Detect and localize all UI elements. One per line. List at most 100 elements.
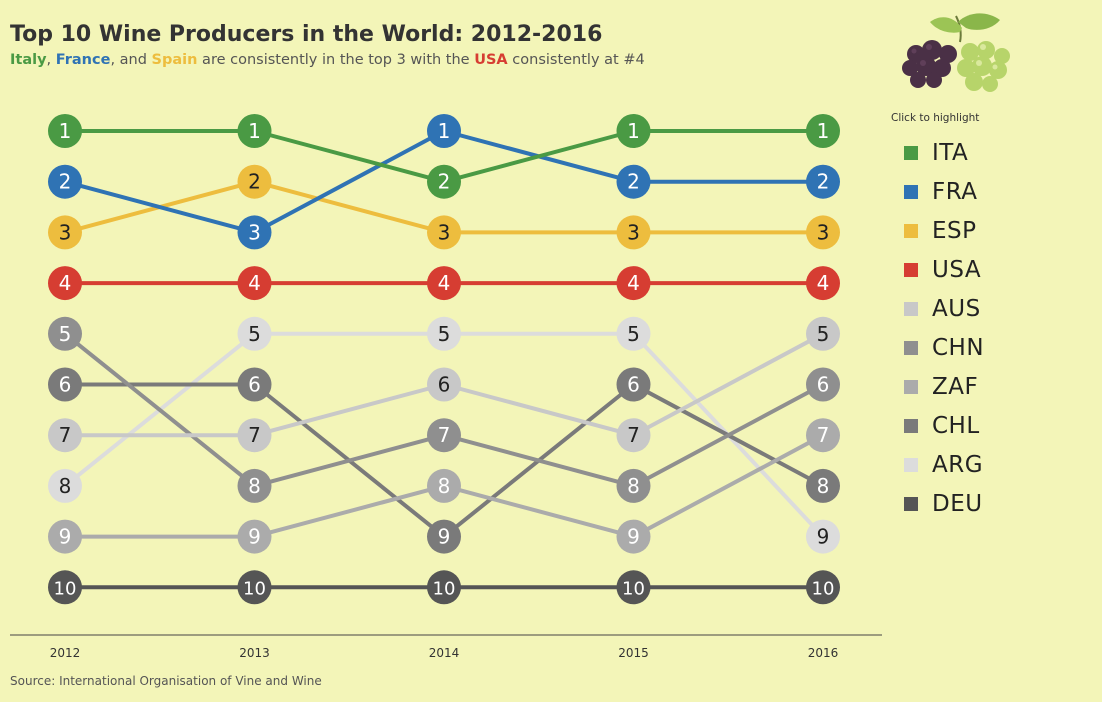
data-point-esp[interactable]: 3 [48,215,82,250]
legend-item-esp[interactable]: ESP [891,211,1091,250]
data-point-zaf[interactable]: 9 [616,519,651,554]
subtitle-highlight: Italy [10,52,47,68]
point-label: 9 [438,525,451,549]
legend-item-fra[interactable]: FRA [891,172,1091,211]
data-point-deu[interactable]: 10 [427,570,461,605]
legend-item-usa[interactable]: USA [891,250,1091,289]
data-point-chn[interactable]: 8 [237,468,272,503]
point-marker [427,266,461,301]
data-point-arg[interactable]: 5 [427,316,461,351]
data-point-deu[interactable]: 10 [806,570,840,605]
data-point-esp[interactable]: 3 [616,215,651,250]
data-point-ita[interactable]: 2 [427,164,461,199]
point-marker [806,266,840,301]
legend-label: USA [932,256,982,283]
point-marker [616,519,651,554]
bump-chart: 2012 2013 2014 2015 2016 10 10 10 10 10 8 5 5 5 9 6 6 9 6 8… [10,114,882,660]
legend-item-chn[interactable]: CHN [891,328,1091,367]
point-label: 1 [817,119,830,143]
point-label: 3 [627,220,640,244]
data-point-chl[interactable]: 9 [427,519,461,554]
data-point-fra[interactable]: 2 [806,164,840,199]
data-point-fra[interactable]: 2 [48,164,82,199]
point-label: 9 [817,525,830,549]
x-tick-label: 2013 [239,646,270,660]
legend: Click to highlight ITA FRA ESP USA AUS CHN ZAF… [891,112,1091,523]
point-marker [427,215,461,250]
source-note: Source: International Organisation of Vi… [10,674,322,688]
data-point-fra[interactable]: 2 [616,164,651,199]
legend-item-zaf[interactable]: ZAF [891,367,1091,406]
data-point-chn[interactable]: 7 [427,418,461,453]
data-point-aus[interactable]: 7 [616,418,651,453]
data-point-usa[interactable]: 4 [48,266,82,301]
data-point-zaf[interactable]: 9 [48,519,82,554]
data-point-arg[interactable]: 8 [48,468,82,503]
point-label: 9 [59,525,72,549]
point-label: 10 [243,578,266,599]
legend-item-aus[interactable]: AUS [891,289,1091,328]
data-point-zaf[interactable]: 9 [237,519,272,554]
data-point-usa[interactable]: 4 [427,266,461,301]
point-label: 10 [812,578,835,599]
data-point-usa[interactable]: 4 [237,266,272,301]
data-point-esp[interactable]: 2 [237,164,272,199]
chart-subtitle: Italy, France, and Spain are consistentl… [10,52,645,68]
data-point-chn[interactable]: 8 [616,468,651,503]
data-point-deu[interactable]: 10 [237,570,272,605]
legend-label: ITA [932,139,969,166]
point-label: 2 [59,170,72,194]
data-point-zaf[interactable]: 8 [427,468,461,503]
data-point-fra[interactable]: 1 [427,114,461,148]
data-point-aus[interactable]: 7 [48,418,82,453]
point-marker [48,468,82,503]
data-point-chl[interactable]: 8 [806,468,840,503]
x-tick-label: 2014 [429,646,460,660]
legend-item-ita[interactable]: ITA [891,133,1091,172]
data-point-chl[interactable]: 6 [48,367,82,402]
point-label: 2 [627,170,640,194]
point-label: 8 [627,474,640,498]
data-point-chl[interactable]: 6 [616,367,651,402]
data-point-ita[interactable]: 1 [616,114,651,148]
data-point-deu[interactable]: 10 [48,570,82,605]
legend-item-deu[interactable]: DEU [891,484,1091,523]
data-point-zaf[interactable]: 7 [806,418,840,453]
x-tick-label: 2012 [50,646,81,660]
data-point-chn[interactable]: 5 [48,316,82,351]
point-marker [237,164,272,199]
data-point-aus[interactable]: 7 [237,418,272,453]
point-marker [427,164,461,199]
data-point-esp[interactable]: 3 [806,215,840,250]
data-point-arg[interactable]: 9 [806,519,840,554]
legend-hint: Click to highlight [891,112,980,124]
data-point-usa[interactable]: 4 [616,266,651,301]
point-label: 2 [438,170,451,194]
data-point-fra[interactable]: 3 [237,215,272,250]
data-point-ita[interactable]: 1 [48,114,82,148]
data-point-chn[interactable]: 6 [806,367,840,402]
data-point-deu[interactable]: 10 [616,570,651,605]
data-point-esp[interactable]: 3 [427,215,461,250]
point-marker [806,164,840,199]
legend-item-arg[interactable]: ARG [891,445,1091,484]
data-point-arg[interactable]: 5 [616,316,651,351]
data-point-aus[interactable]: 6 [427,367,461,402]
data-point-arg[interactable]: 5 [237,316,272,351]
legend-label: CHN [932,334,985,361]
data-point-ita[interactable]: 1 [806,114,840,148]
legend-label: ESP [932,217,977,244]
series-line-chl[interactable] [65,382,824,539]
point-label: 6 [438,373,451,397]
point-marker [806,367,840,402]
data-point-usa[interactable]: 4 [806,266,840,301]
legend-item-chl[interactable]: CHL [891,406,1091,445]
point-marker [806,468,840,503]
data-point-chl[interactable]: 6 [237,367,272,402]
data-point-ita[interactable]: 1 [237,114,272,148]
data-point-aus[interactable]: 5 [806,316,840,351]
point-label: 8 [817,474,830,498]
legend-swatch [904,340,918,355]
point-marker [616,164,651,199]
series-line-chn[interactable] [63,332,824,488]
